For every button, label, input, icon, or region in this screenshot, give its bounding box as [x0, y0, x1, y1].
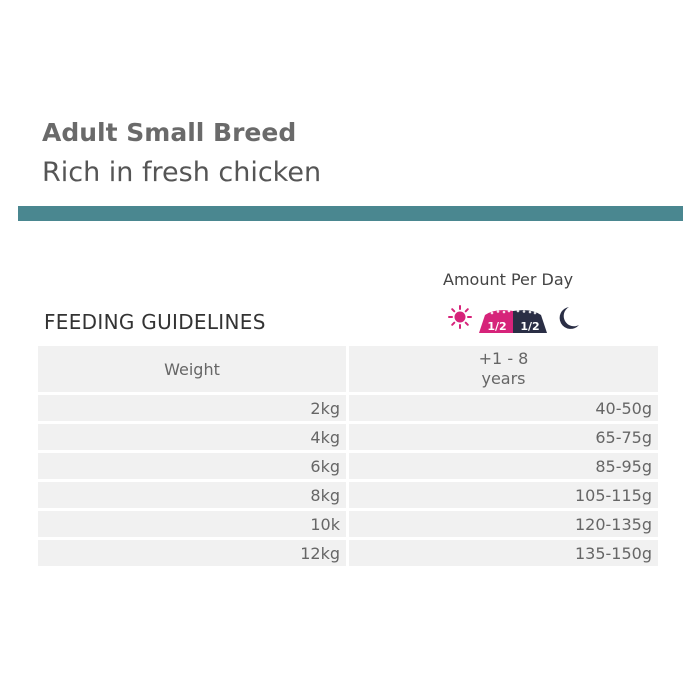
amount-cell: 65-75g: [349, 424, 658, 450]
product-title: Adult Small Breed: [42, 118, 297, 147]
weight-cell: 2kg: [38, 395, 346, 421]
weight-cell: 6kg: [38, 453, 346, 479]
moon-icon: [559, 307, 579, 329]
product-subtitle: Rich in fresh chicken: [42, 157, 322, 188]
table-row: 4kg 65-75g: [38, 424, 658, 450]
age-range-label: +1 - 8: [478, 349, 529, 368]
food-bowl-icon: 1/2 1/2: [479, 309, 547, 333]
table-header-row: Weight +1 - 8 years: [38, 346, 658, 392]
amount-cell: 105-115g: [349, 482, 658, 508]
weight-cell: 10k: [38, 511, 346, 537]
section-title: FEEDING GUIDELINES: [44, 310, 266, 334]
age-unit-label: years: [481, 369, 526, 388]
table-row: 2kg 40-50g: [38, 395, 658, 421]
feeding-schedule-icons: 1/2 1/2: [448, 305, 579, 333]
amount-cell: 135-150g: [349, 540, 658, 566]
feeding-table: Weight +1 - 8 years 2kg 40-50g 4kg 65-75…: [38, 346, 658, 569]
amount-cell: 120-135g: [349, 511, 658, 537]
weight-cell: 4kg: [38, 424, 346, 450]
amount-per-day-label: Amount Per Day: [443, 270, 574, 289]
table-row: 8kg 105-115g: [38, 482, 658, 508]
amount-cell: 40-50g: [349, 395, 658, 421]
age-column-header: +1 - 8 years: [349, 346, 658, 392]
table-row: 12kg 135-150g: [38, 540, 658, 566]
weight-cell: 8kg: [38, 482, 346, 508]
weight-column-header: Weight: [38, 346, 346, 392]
morning-portion-label: 1/2: [487, 320, 506, 333]
accent-divider: [18, 206, 683, 221]
weight-cell: 12kg: [38, 540, 346, 566]
sun-icon: [448, 305, 472, 329]
amount-cell: 85-95g: [349, 453, 658, 479]
table-row: 10k 120-135g: [38, 511, 658, 537]
evening-portion-label: 1/2: [520, 320, 539, 333]
table-row: 6kg 85-95g: [38, 453, 658, 479]
